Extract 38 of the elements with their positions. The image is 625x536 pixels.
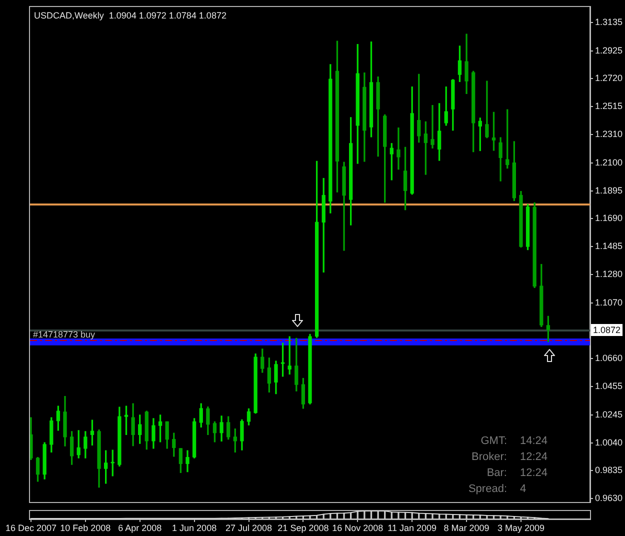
x-tick-label: 8 Mar 2009 [444, 522, 490, 533]
annotation: 4 [520, 482, 528, 497]
y-tick-label: 1.2925 [595, 45, 623, 56]
y-tick-label: 1.0455 [595, 380, 623, 391]
y-tick-label: 1.1070 [595, 297, 623, 308]
x-tick-label: 16 Nov 2008 [332, 522, 384, 533]
x-tick-label: 6 Apr 2008 [118, 522, 162, 533]
y-tick-label: 0.9630 [595, 493, 623, 504]
x-tick-label: 16 Dec 2007 [5, 522, 56, 533]
annotation: GMT: [480, 434, 507, 449]
annotation: 12:24 [520, 466, 548, 481]
x-tick-label: 10 Feb 2008 [60, 522, 111, 533]
chart-title: USDCAD,Weekly 1.0904 1.0972 1.0784 1.0872 [34, 10, 226, 20]
x-tick-label: 1 Jun 2008 [172, 522, 217, 533]
ref-line-label: 1.0872 [593, 324, 621, 335]
annotation: Bar: [486, 466, 507, 481]
y-tick-label: 1.0040 [595, 437, 623, 448]
annotation: Broker: [470, 450, 507, 465]
y-tick-label: 1.2310 [595, 128, 623, 139]
y-tick-label: 1.1895 [595, 185, 623, 196]
ref-line-label: #14718773 buy [33, 330, 96, 340]
y-tick-label: 1.0245 [595, 409, 623, 420]
y-tick-label: 1.1280 [595, 268, 623, 279]
y-tick-label: 1.2100 [595, 157, 623, 168]
y-tick-label: 1.2515 [595, 101, 623, 112]
y-tick-label: 0.9835 [595, 465, 623, 476]
y-tick-label: 1.0660 [595, 353, 623, 364]
y-tick-label: 1.2720 [595, 73, 623, 84]
x-tick-label: 27 Jul 2008 [225, 522, 272, 533]
y-tick-label: 1.1690 [595, 213, 623, 224]
annotation: 12:24 [520, 450, 548, 465]
annotation: 14:24 [520, 434, 548, 449]
y-tick-label: 1.3135 [595, 16, 623, 27]
y-tick-label: 1.1485 [595, 240, 623, 251]
x-tick-label: 3 May 2009 [497, 522, 544, 533]
x-tick-label: 11 Jan 2009 [388, 522, 437, 533]
x-tick-label: 21 Sep 2008 [278, 522, 329, 533]
annotation: Spread: [467, 482, 507, 497]
